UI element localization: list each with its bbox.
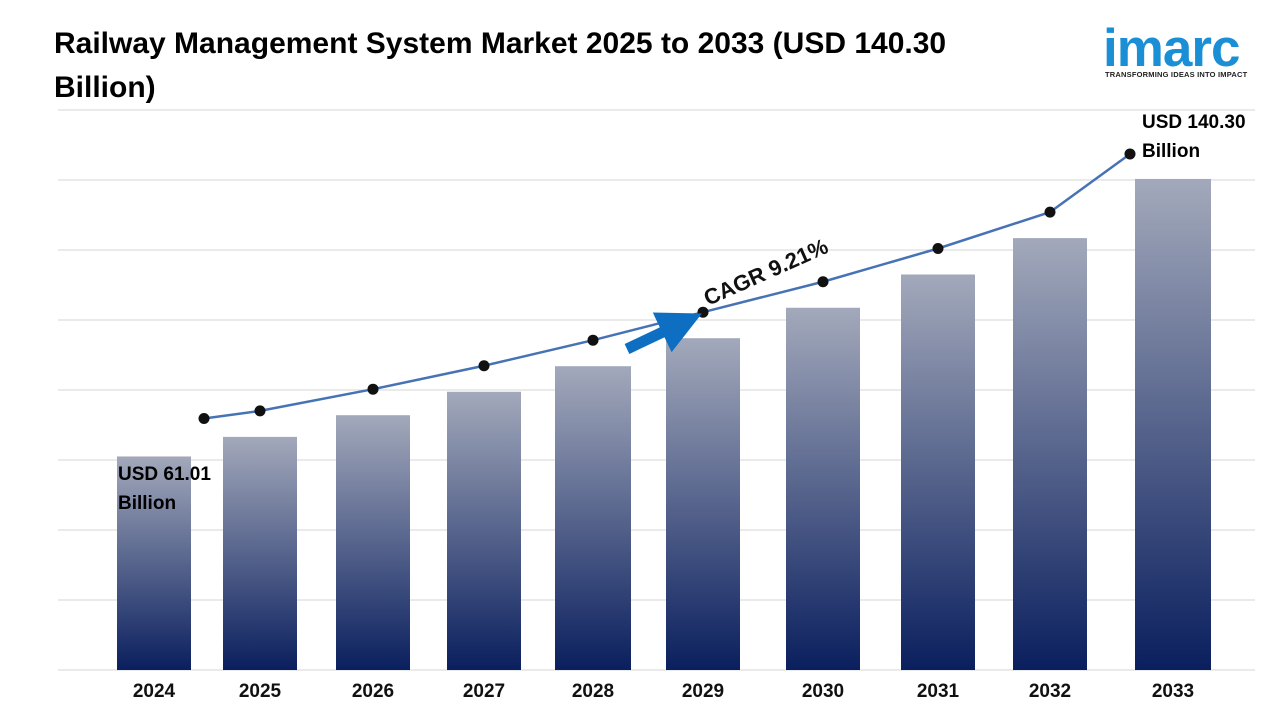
bar-2030	[786, 307, 860, 670]
x-tick-label: 2030	[802, 681, 844, 702]
data-point-2032	[1044, 206, 1056, 218]
bar-2032	[1013, 238, 1087, 670]
x-tick-label: 2027	[463, 681, 505, 702]
bar-2029	[666, 338, 740, 670]
trend-line	[203, 152, 1131, 420]
end-value-label: USD 140.30 Billion	[1142, 112, 1246, 162]
data-point-2025	[254, 405, 266, 417]
logo-word: imarc	[1103, 19, 1240, 78]
data-point-2030	[817, 276, 829, 288]
bar-2027	[447, 391, 521, 670]
x-tick-label: 2024	[133, 681, 176, 702]
data-point-2028	[587, 334, 599, 346]
data-point-2024	[198, 412, 210, 424]
logo-tagline: TRANSFORMING IDEAS INTO IMPACT	[1105, 70, 1248, 79]
data-point-2027	[478, 360, 490, 372]
bar-2026	[336, 415, 410, 670]
data-point-2029	[697, 306, 709, 318]
bar-2024	[117, 456, 191, 670]
x-tick-label: 2031	[917, 681, 960, 702]
x-tick-label: 2029	[682, 681, 724, 702]
data-point-2026	[367, 383, 379, 395]
bar-2033	[1135, 178, 1211, 670]
data-point-2031	[932, 243, 944, 254]
x-tick-label: 2025	[239, 681, 282, 702]
bar-2028	[555, 366, 631, 670]
x-tick-label: 2028	[572, 681, 614, 702]
start-value-label: USD 61.01 Billion	[118, 464, 211, 514]
chart-title: Railway Management System Market 2025 to…	[54, 27, 947, 104]
x-tick-label: 2033	[1152, 681, 1194, 702]
cagr-label: CAGR 9.21%	[700, 234, 832, 311]
cagr-arrow	[624, 312, 702, 354]
imarc-logo: imarc TRANSFORMING IDEAS INTO IMPACT	[1103, 14, 1263, 84]
x-tick-label: 2026	[352, 681, 394, 702]
x-tick-label: 2032	[1029, 681, 1071, 702]
data-point-2033	[1124, 148, 1136, 160]
bar-2031	[901, 274, 975, 670]
bar-2025	[223, 436, 297, 670]
